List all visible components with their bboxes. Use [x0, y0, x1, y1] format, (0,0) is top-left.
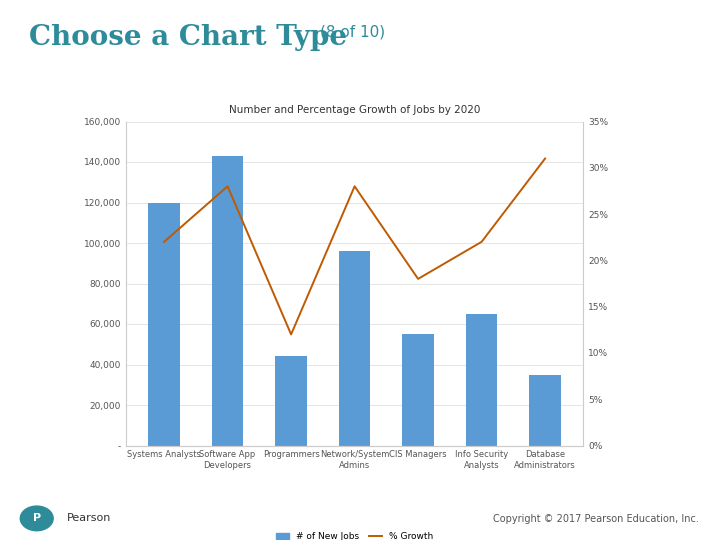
Bar — [148, 202, 180, 446]
Text: (8 of 10): (8 of 10) — [320, 24, 385, 39]
Circle shape — [20, 506, 53, 531]
Bar — [212, 156, 243, 446]
Bar — [466, 314, 498, 445]
Bar — [338, 251, 371, 446]
Legend: # of New Jobs, % Growth: # of New Jobs, % Growth — [272, 529, 437, 540]
Title: Number and Percentage Growth of Jobs by 2020: Number and Percentage Growth of Jobs by … — [229, 105, 480, 115]
Text: Choose a Chart Type: Choose a Chart Type — [29, 24, 347, 51]
Text: P: P — [32, 514, 41, 523]
Bar — [529, 375, 561, 446]
Text: Copyright © 2017 Pearson Education, Inc.: Copyright © 2017 Pearson Education, Inc. — [492, 514, 698, 524]
Bar — [402, 334, 434, 446]
Bar — [275, 356, 307, 446]
Text: Pearson: Pearson — [67, 514, 112, 523]
